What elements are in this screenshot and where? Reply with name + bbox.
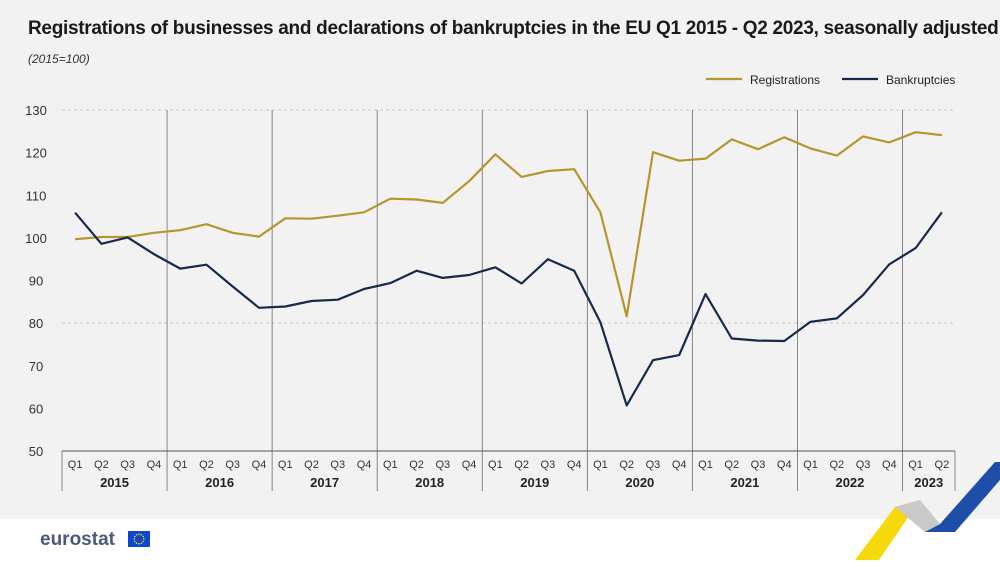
legend: Registrations Bankruptcies	[706, 73, 955, 87]
quarter-label: Q2	[94, 459, 109, 471]
quarter-label: Q2	[935, 459, 950, 471]
year-label: 2017	[310, 475, 339, 490]
y-tick-label: 50	[29, 444, 43, 459]
y-tick-label: 110	[26, 188, 47, 203]
quarter-label: Q3	[435, 459, 450, 471]
y-tick-label: 60	[29, 401, 43, 416]
quarter-label: Q4	[672, 459, 687, 471]
quarter-label: Q3	[330, 459, 345, 471]
chart-title: Registrations of businesses and declarat…	[28, 18, 1000, 39]
quarter-label: Q3	[751, 459, 766, 471]
quarter-label: Q2	[829, 459, 844, 471]
y-tick-label: 70	[29, 359, 43, 374]
grid-lines	[62, 109, 955, 324]
quarter-label: Q4	[357, 459, 372, 471]
quarter-label: Q3	[856, 459, 871, 471]
quarter-label: Q2	[619, 459, 634, 471]
y-tick-label: 130	[25, 103, 47, 118]
quarter-label: Q1	[908, 459, 923, 471]
year-label: 2023	[914, 475, 943, 490]
quarter-label: Q1	[698, 459, 713, 471]
footer-bar: eurostat	[0, 519, 1000, 562]
quarter-label: Q2	[409, 459, 424, 471]
year-label: 2021	[730, 475, 759, 490]
series-line-registrations	[75, 131, 943, 318]
series-line-bankruptcies	[74, 211, 943, 407]
quarter-label: Q2	[199, 459, 214, 471]
quarter-label: Q3	[120, 459, 135, 471]
eu-flag-icon	[128, 531, 150, 547]
year-separators	[166, 110, 903, 451]
quarter-label: Q1	[173, 459, 188, 471]
year-label: 2016	[205, 475, 234, 490]
year-label: 2022	[835, 475, 864, 490]
quarter-label: Q2	[304, 459, 319, 471]
y-tick-label: 100	[25, 231, 47, 246]
quarter-label: Q4	[777, 459, 792, 471]
quarter-label: Q4	[462, 459, 477, 471]
quarter-label: Q1	[383, 459, 398, 471]
y-tick-label: 90	[29, 274, 43, 289]
y-tick-label: 80	[29, 316, 43, 331]
y-axis-ticks: 50 60 70 80 90 100 110 120 130	[25, 103, 47, 459]
quarter-label: Q4	[882, 459, 897, 471]
quarter-label: Q1	[278, 459, 293, 471]
decorative-ribbon	[855, 462, 1000, 560]
year-label: 2015	[100, 475, 129, 490]
quarter-label: Q1	[488, 459, 503, 471]
quarter-label: Q4	[147, 459, 162, 471]
legend-label-registrations: Registrations	[750, 73, 820, 87]
quarter-label: Q1	[68, 459, 83, 471]
x-axis: Q1 Q2 Q3 Q4 Q1 Q2 Q3 Q4 Q1 Q2 Q3 Q4 Q1 Q2 Q3 Q4 Q1 Q2 Q3 Q4…	[61, 450, 956, 491]
quarter-label: Q4	[567, 459, 582, 471]
chart-subtitle: (2015=100)	[28, 52, 90, 66]
quarter-label: Q3	[646, 459, 661, 471]
quarter-label: Q3	[225, 459, 240, 471]
quarter-label: Q2	[514, 459, 529, 471]
quarter-label: Q2	[724, 459, 739, 471]
year-label: 2020	[625, 475, 654, 490]
year-label: 2018	[415, 475, 444, 490]
year-label: 2019	[520, 475, 549, 490]
series-lines	[74, 131, 943, 407]
quarter-label: Q4	[252, 459, 267, 471]
legend-label-bankruptcies: Bankruptcies	[886, 73, 955, 87]
y-tick-label: 120	[25, 146, 47, 161]
quarter-label: Q1	[803, 459, 818, 471]
eurostat-logo: eurostat	[40, 529, 115, 550]
quarter-label: Q3	[541, 459, 556, 471]
quarter-label: Q1	[593, 459, 608, 471]
